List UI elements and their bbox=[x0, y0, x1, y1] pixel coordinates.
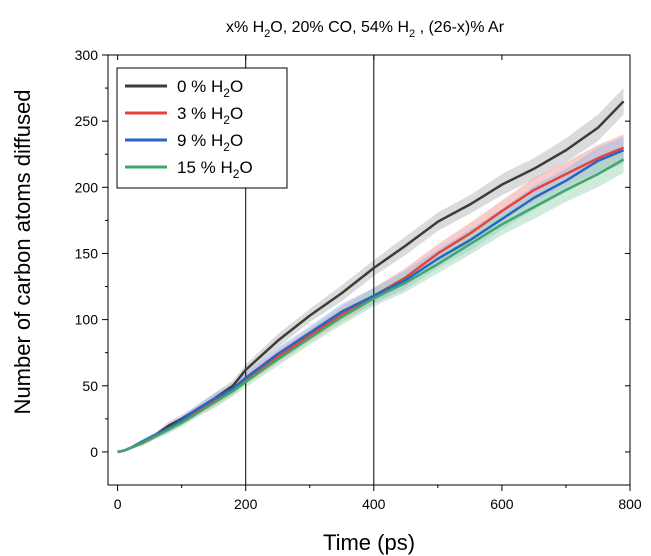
title-part-1: x% H bbox=[226, 19, 264, 36]
x-tick-label-0: 0 bbox=[114, 496, 122, 512]
plot-frame bbox=[107, 54, 631, 486]
title-sub-2: 2 bbox=[409, 28, 415, 40]
legend-label-suffix-3: O bbox=[239, 158, 252, 177]
legend-label-2: 9 % H2O bbox=[177, 131, 243, 154]
legend-label-sub-2: 2 bbox=[223, 140, 230, 154]
y-tick-label-6: 300 bbox=[75, 47, 99, 63]
y-axis-title: Number of carbon atoms diffused bbox=[10, 90, 35, 415]
x-axis-title: Time (ps) bbox=[323, 530, 415, 555]
legend-label-text-1: 3 % H bbox=[177, 104, 223, 123]
y-tick-label-0: 0 bbox=[90, 444, 98, 460]
y-tick-label-3: 150 bbox=[75, 245, 99, 261]
legend-label-suffix-1: O bbox=[230, 104, 243, 123]
series-line-3 bbox=[117, 158, 625, 454]
x-tick-label-1: 200 bbox=[234, 496, 258, 512]
legend-label-0: 0 % H2O bbox=[177, 77, 243, 100]
x-tick-label-3: 600 bbox=[490, 496, 514, 512]
chart-title: x% H2O, 20% CO, 54% H2 , (26-x)% Ar bbox=[226, 19, 505, 40]
legend-label-3: 15 % H2O bbox=[177, 158, 253, 181]
axis-ticks: 0 200 400 600 800 0 50 100 150 200 250 300 bbox=[75, 47, 642, 512]
title-part-2: O, 20% CO, 54% H bbox=[270, 19, 409, 36]
y-tick-label-4: 200 bbox=[75, 179, 99, 195]
y-tick-label-2: 100 bbox=[75, 312, 99, 328]
title-part-3: , (26-x)% Ar bbox=[415, 19, 505, 36]
legend-label-text-2: 9 % H bbox=[177, 131, 223, 150]
legend-label-text-3: 15 % H bbox=[177, 158, 233, 177]
x-tick-label-2: 400 bbox=[362, 496, 386, 512]
y-tick-label-1: 50 bbox=[82, 378, 98, 394]
legend-label-sub-1: 2 bbox=[223, 113, 230, 127]
series-lines bbox=[117, 100, 625, 454]
legend-label-sub-3: 2 bbox=[233, 167, 240, 181]
y-tick-label-5: 250 bbox=[75, 113, 99, 129]
legend-label-text-0: 0 % H bbox=[177, 77, 223, 96]
legend-label-suffix-0: O bbox=[230, 77, 243, 96]
legend-label-sub-0: 2 bbox=[223, 86, 230, 100]
legend-label-1: 3 % H2O bbox=[177, 104, 243, 127]
legend-label-suffix-2: O bbox=[230, 131, 243, 150]
x-tick-label-4: 800 bbox=[618, 496, 642, 512]
title-sub-1: 2 bbox=[264, 28, 270, 40]
